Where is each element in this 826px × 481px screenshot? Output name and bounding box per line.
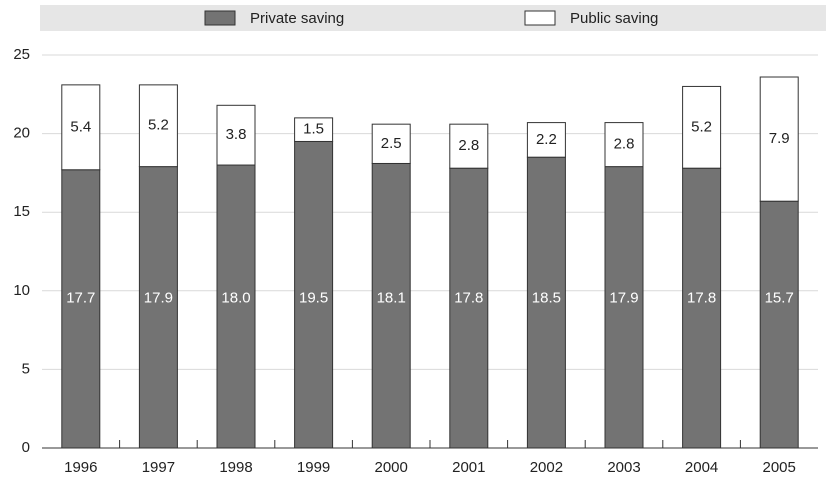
y-tick-label: 20 [13,125,30,142]
data-label: 2.8 [458,137,479,154]
bar-segment [371,123,411,164]
bar-segment [526,122,566,158]
bar-segment [294,117,334,142]
x-tick-label: 1998 [219,459,252,476]
bar-segment [216,104,256,166]
data-label: 3.8 [226,126,247,143]
x-tick-label: 2000 [375,459,408,476]
bar-segment [526,156,566,449]
bar-segment [682,167,722,449]
bar-segment [449,167,489,449]
y-tick-label: 10 [13,282,30,299]
bar-segment [604,122,644,168]
bar-segment [61,84,101,171]
bar-segment [138,84,178,168]
x-tick-label: 1999 [297,459,330,476]
data-label: 2.2 [536,131,557,148]
data-label: 2.8 [614,136,635,153]
legend-swatch [204,10,236,26]
data-label: 17.9 [144,290,173,307]
x-tick-label: 2001 [452,459,485,476]
legend-swatch [524,10,556,26]
bar-segment [682,85,722,169]
data-label: 2.5 [381,135,402,152]
data-label: 5.4 [70,118,91,135]
y-tick-label: 5 [22,360,30,377]
data-label: 18.5 [532,290,561,307]
bar-segment [604,166,644,449]
data-label: 5.2 [691,118,712,135]
y-tick-label: 25 [13,46,30,63]
data-label: 5.2 [148,117,169,134]
legend-label: Public saving [570,10,658,27]
data-label: 1.5 [303,121,324,138]
bar-segment [138,166,178,449]
legend-label: Private saving [250,10,344,27]
data-label: 18.0 [221,290,250,307]
bar-segment [759,76,799,202]
data-label: 17.8 [454,290,483,307]
bar-segment [216,164,256,449]
bar-segment [61,169,101,449]
x-tick-label: 2004 [685,459,718,476]
legend-band [40,5,826,31]
y-tick-label: 15 [13,203,30,220]
x-tick-label: 2003 [607,459,640,476]
y-tick-label: 0 [22,439,30,456]
data-label: 15.7 [765,290,794,307]
bar-segment [759,200,799,449]
data-label: 17.8 [687,290,716,307]
x-tick-label: 2005 [763,459,796,476]
bar-segment [371,162,411,449]
bar-segment [294,140,334,449]
x-tick-label: 1997 [142,459,175,476]
data-label: 17.7 [66,290,95,307]
data-label: 7.9 [769,130,790,147]
x-tick-label: 2002 [530,459,563,476]
data-label: 19.5 [299,290,328,307]
data-label: 17.9 [609,290,638,307]
bar-segment [449,123,489,169]
x-tick-label: 1996 [64,459,97,476]
data-label: 18.1 [377,290,406,307]
